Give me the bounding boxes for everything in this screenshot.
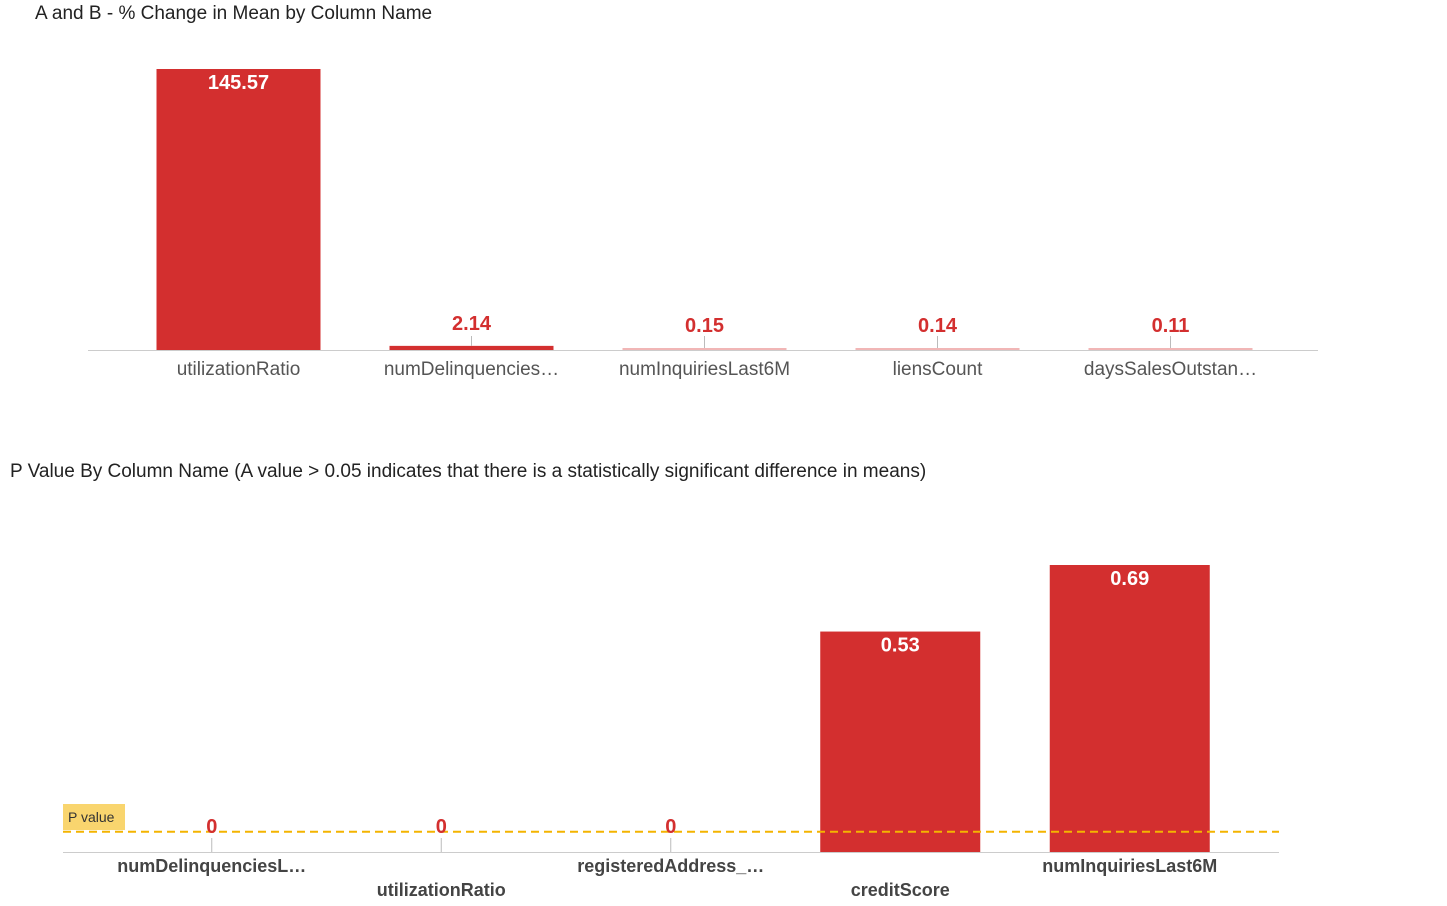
change-in-mean-chart: 145.57 utilizationRatio 2.14 numDelinquenci… xyxy=(88,69,1318,380)
tick-label-dayssalesoutstan: daysSalesOutstan… xyxy=(1084,359,1257,380)
bar-numinquirieslast6m xyxy=(622,348,787,350)
data-label-numinquirieslast6m: 0.69 xyxy=(1110,568,1149,590)
bar-dayssalesoutstan xyxy=(1088,348,1253,350)
tick-label-numdelinquencies: numDelinquencies… xyxy=(384,359,559,380)
data-label-numinquirieslast6m: 0.15 xyxy=(685,315,724,337)
data-label-utilizationratio: 145.57 xyxy=(208,72,269,94)
bar-numdelinquencies xyxy=(389,345,554,350)
bar-lienscount xyxy=(855,348,1020,350)
tick-label-numinquirieslast6m: numInquiriesLast6M xyxy=(1042,856,1217,876)
tick-label-creditscore: creditScore xyxy=(851,880,950,900)
tick-label-lienscount: liensCount xyxy=(893,359,983,380)
chart-title-p-value: P Value By Column Name (A value > 0.05 i… xyxy=(10,461,927,482)
data-label-dayssalesoutstan: 0.11 xyxy=(1152,315,1190,337)
bar-creditscore xyxy=(820,631,981,852)
tick-label-numinquirieslast6m: numInquiriesLast6M xyxy=(619,359,790,380)
data-label-numdelinquenciesl: 0 xyxy=(206,816,217,838)
reference-label: P value xyxy=(68,809,115,825)
tick-label-registeredaddress: registeredAddress_… xyxy=(577,856,764,876)
tick-label-numdelinquenciesl: numDelinquenciesL… xyxy=(117,856,306,876)
chart-title-change-in-mean: A and B - % Change in Mean by Column Nam… xyxy=(35,3,433,24)
bar-utilizationratio xyxy=(156,69,321,350)
data-label-utilizationratio: 0 xyxy=(436,816,447,838)
tick-label-utilizationratio: utilizationRatio xyxy=(377,880,506,900)
data-label-lienscount: 0.14 xyxy=(918,315,958,337)
bar-numinquirieslast6m xyxy=(1049,565,1210,852)
reference-label-background xyxy=(63,804,125,830)
data-label-registeredaddress: 0 xyxy=(665,816,676,838)
data-label-creditscore: 0.53 xyxy=(881,635,920,657)
tick-label-utilizationratio: utilizationRatio xyxy=(177,359,301,380)
data-label-numdelinquencies: 2.14 xyxy=(452,313,492,335)
